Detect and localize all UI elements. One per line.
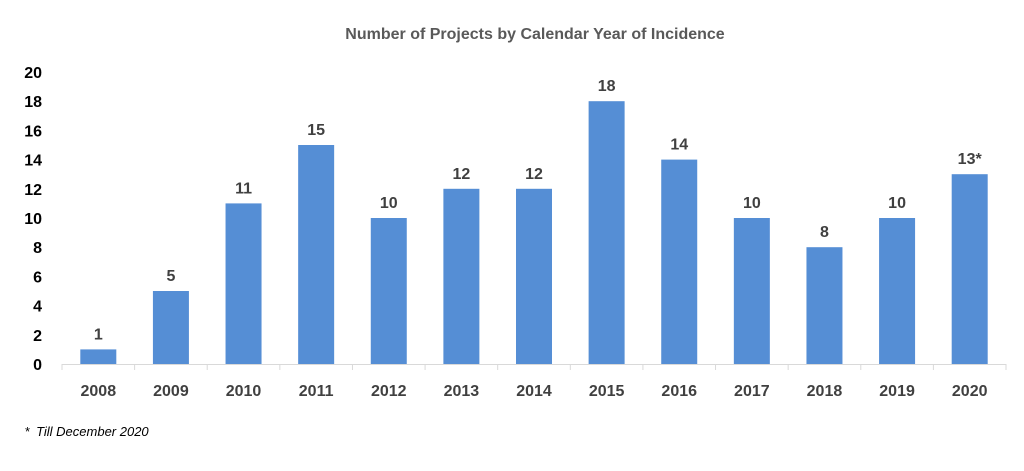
- x-tick-label: 2011: [299, 383, 334, 400]
- bar: [298, 145, 335, 364]
- x-tick-label: 2008: [81, 383, 117, 400]
- bar: [225, 203, 262, 364]
- y-tick-label: 10: [24, 211, 42, 228]
- x-tick-label: 2010: [226, 383, 262, 400]
- data-label: 10: [380, 195, 398, 212]
- data-label: 8: [820, 224, 829, 241]
- y-tick-label: 6: [33, 269, 42, 286]
- x-tick-label: 2017: [734, 383, 770, 400]
- bar: [879, 218, 916, 364]
- footnote-text: Till December 2020: [36, 424, 149, 439]
- bar: [661, 159, 698, 364]
- y-tick-label: 0: [33, 357, 42, 374]
- x-tick-label: 2020: [952, 383, 988, 400]
- data-label: 11: [235, 180, 252, 197]
- data-label: 10: [743, 195, 761, 212]
- y-tick-label: 2: [33, 328, 42, 345]
- data-label: 12: [525, 166, 543, 183]
- bar: [951, 174, 988, 364]
- data-label: 12: [452, 166, 470, 183]
- bar: [152, 291, 189, 364]
- x-tick-label: 2016: [661, 383, 697, 400]
- bar: [733, 218, 770, 364]
- x-tick-label: 2012: [371, 383, 407, 400]
- bar: [80, 349, 117, 364]
- x-tick-label: 2018: [807, 383, 843, 400]
- bar: [516, 188, 552, 364]
- y-tick-label: 4: [33, 299, 42, 316]
- bar: [806, 247, 843, 364]
- data-label: 15: [307, 122, 325, 139]
- bar: [370, 218, 407, 364]
- x-tick-label: 2014: [516, 383, 552, 400]
- y-tick-label: 12: [24, 182, 42, 199]
- x-tick-label: 2013: [444, 383, 480, 400]
- bar: [588, 101, 625, 364]
- y-tick-label: 14: [24, 153, 42, 170]
- bar: [443, 188, 480, 364]
- y-tick-label: 16: [24, 123, 42, 140]
- data-label: 1: [94, 326, 103, 343]
- data-label: 10: [888, 195, 906, 212]
- y-tick-label: 18: [24, 94, 42, 111]
- footnote-mark: *: [25, 424, 31, 439]
- x-tick-label: 2009: [153, 383, 189, 400]
- data-label: 13*: [958, 151, 983, 168]
- x-tick-label: 2015: [589, 383, 625, 400]
- y-tick-label: 8: [33, 240, 42, 257]
- chart-title: Number of Projects by Calendar Year of I…: [345, 26, 725, 43]
- x-tick-label: 2019: [879, 383, 915, 400]
- data-label: 14: [670, 137, 688, 154]
- footnote: * Till December 2020: [25, 424, 149, 439]
- data-label: 5: [166, 268, 175, 285]
- y-tick-label: 20: [24, 65, 42, 82]
- data-label: 18: [598, 78, 616, 95]
